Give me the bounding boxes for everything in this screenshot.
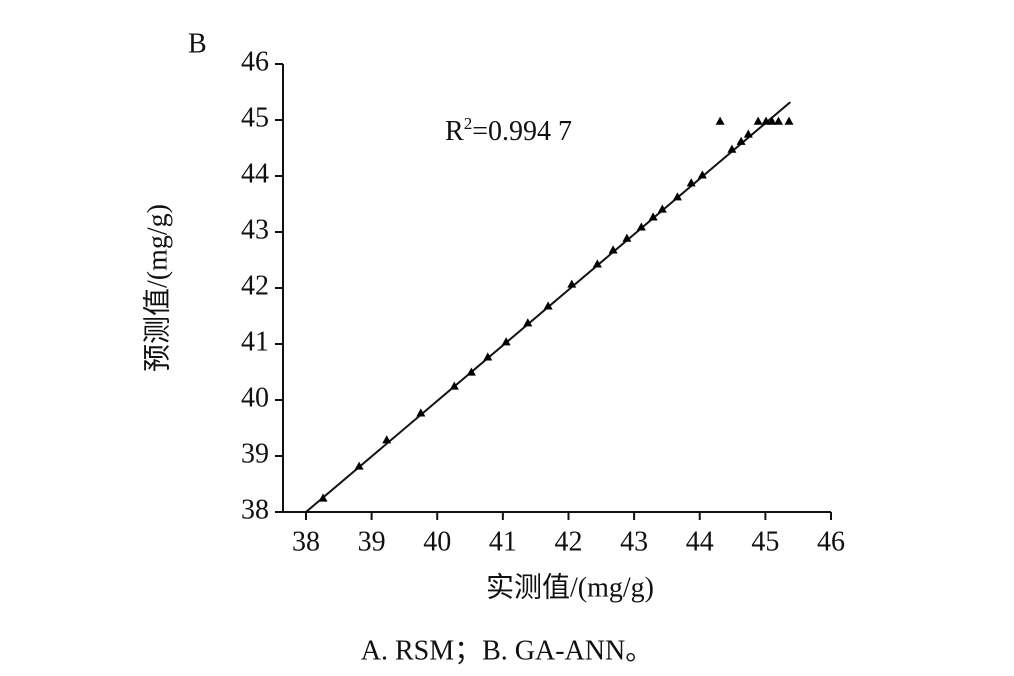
point [543, 301, 553, 310]
y-tick-label: 39 [241, 438, 269, 469]
x-tick-label: 39 [358, 526, 386, 557]
point [592, 259, 602, 268]
point [648, 212, 658, 221]
point [501, 337, 511, 346]
x-tick-label: 40 [423, 526, 451, 557]
point [753, 116, 763, 125]
annotation-sup: 2 [464, 114, 473, 133]
point [622, 233, 632, 242]
y-tick-label: 42 [241, 270, 269, 301]
panel-label: B [188, 28, 207, 59]
y-tick-label: 46 [241, 46, 269, 77]
point [657, 204, 667, 213]
point [761, 116, 771, 125]
point [608, 245, 618, 254]
point [767, 116, 777, 125]
point [483, 352, 493, 361]
y-tick-label: 45 [241, 102, 269, 133]
point [449, 381, 459, 390]
point [784, 116, 794, 125]
point [686, 178, 696, 187]
point [727, 144, 737, 153]
point [773, 116, 783, 125]
annotation-text: =0.994 7 [472, 116, 572, 147]
y-tick-label: 44 [241, 158, 269, 189]
point [354, 461, 364, 470]
y-tick-label: 43 [241, 214, 269, 245]
caption: A. RSM；B. GA-ANN。 [361, 635, 653, 666]
point [715, 116, 725, 125]
point [318, 493, 328, 502]
x-tick-label: 41 [489, 526, 517, 557]
x-tick-label: 43 [620, 526, 648, 557]
y-tick-label: 40 [241, 382, 269, 413]
y-tick-label: 41 [241, 326, 269, 357]
point [697, 170, 707, 179]
y-axis-label: 预测值/(mg/g) [141, 204, 173, 372]
x-axis-label: 实测值/(mg/g) [486, 571, 654, 603]
x-tick-label: 42 [554, 526, 582, 557]
point [523, 318, 533, 327]
x-tick-label: 46 [817, 526, 845, 557]
y-tick-label: 38 [241, 494, 269, 525]
point [416, 408, 426, 417]
point [672, 192, 682, 201]
x-tick-label: 44 [686, 526, 714, 557]
point [636, 222, 646, 231]
point [736, 136, 746, 145]
annotation-base: R [445, 116, 464, 147]
point [382, 435, 392, 444]
x-tick-label: 38 [292, 526, 320, 557]
point [743, 129, 753, 138]
x-tick-label: 45 [751, 526, 779, 557]
annotation: R2=0.994 7 [445, 114, 572, 148]
point [567, 279, 577, 288]
point [466, 367, 476, 376]
